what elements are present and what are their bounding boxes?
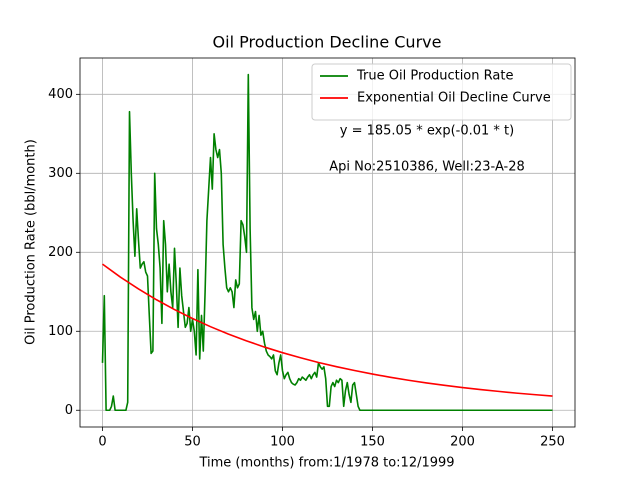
y-tick-label: 0: [65, 403, 73, 418]
legend-label: Exponential Oil Decline Curve: [357, 91, 551, 106]
series-line: [101, 73, 553, 412]
x-tick-label: 250: [540, 435, 565, 450]
series-line: [102, 263, 553, 397]
x-axis-label: Time (months) from:1/1978 to:12/1999: [198, 456, 454, 471]
x-tick-label: 50: [184, 435, 201, 450]
x-tick-label: 0: [98, 435, 106, 450]
x-tick-label: 150: [360, 435, 385, 450]
y-tick-label: 200: [48, 245, 73, 260]
annotation: y = 185.05 * exp(-0.01 * t): [340, 124, 514, 139]
legend-label: True Oil Production Rate: [356, 69, 513, 84]
x-tick-label: 100: [270, 435, 295, 450]
plot-frame: [79, 57, 576, 428]
y-tick-label: 100: [48, 324, 73, 339]
y-tick-label: 300: [48, 166, 73, 181]
legend: True Oil Production Rate Exponential Oil …: [311, 63, 572, 121]
chart-title: Oil Production Decline Curve: [213, 33, 442, 52]
legend-box: [311, 63, 572, 121]
x-tick-label: 200: [450, 435, 475, 450]
annotation: Api No:2510386, Well:23-A-28: [329, 160, 525, 175]
y-tick-label: 400: [48, 87, 73, 102]
y-axis-label: Oil Production Rate (bbl/month): [24, 139, 39, 345]
